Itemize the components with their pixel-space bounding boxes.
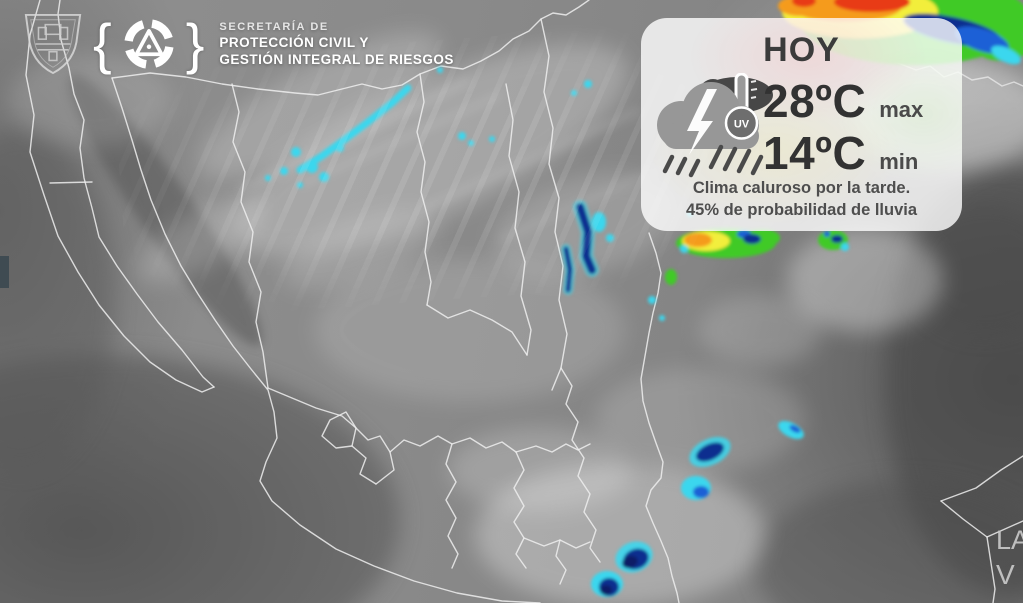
corner-letter-la: LA	[996, 525, 1023, 555]
state-border-line	[57, 0, 215, 388]
state-border-line	[986, 520, 1023, 538]
lightning-bolt-icon	[687, 89, 717, 155]
max-temp-value: 28ºC	[763, 75, 867, 127]
min-temp-row: 14ºC min	[763, 126, 923, 179]
forecast-caption-line2: 45% de probabilidad de lluvia	[685, 201, 918, 220]
uv-badge-label: UV	[734, 119, 750, 131]
min-temp-label: min	[879, 149, 919, 174]
forecast-title: HOY	[763, 31, 840, 69]
cdmx-seal-icon	[24, 13, 82, 75]
state-border-line	[445, 443, 459, 569]
state-border-line	[505, 83, 532, 356]
state-border-line	[940, 500, 988, 538]
state-border-line	[513, 451, 527, 569]
state-border-line	[321, 411, 357, 449]
brand-header: { } SECRETARÍA DE PROTECCIÓN CIVIL Y GES…	[22, 6, 454, 82]
corner-letter-v: V	[996, 559, 1015, 590]
temperature-block: 28ºC max 14ºC min	[763, 74, 924, 179]
state-border-line	[640, 232, 680, 603]
forecast-caption: Clima caluroso por la tarde. 45% de prob…	[641, 178, 962, 222]
sea-shading	[0, 73, 1023, 603]
state-border-line	[25, 0, 215, 393]
brand-line-gestion: GESTIÓN INTEGRAL DE RIESGOS	[219, 52, 454, 67]
max-temp-label: max	[879, 97, 924, 122]
rain-icon	[662, 144, 764, 178]
state-border-line	[355, 427, 391, 453]
max-temp-row: 28ºC max	[763, 74, 924, 127]
state-border-line	[416, 73, 432, 306]
proteccion-civil-logo-icon	[123, 19, 174, 69]
uv-badge-icon: UV	[724, 106, 759, 140]
forecast-card: HOY	[641, 18, 962, 231]
brand-line-proteccion: PROTECCIÓN CIVIL Y	[219, 35, 369, 50]
state-border-line	[555, 539, 567, 585]
min-temp-value: 14ºC	[763, 127, 867, 179]
state-border-line	[940, 455, 1023, 502]
state-border-line	[560, 367, 601, 563]
forecast-caption-line1: Clima caluroso por la tarde.	[692, 179, 911, 198]
state-border-line	[111, 77, 541, 603]
state-borders	[25, 0, 1023, 603]
state-border-line	[375, 435, 517, 485]
brace-right: }	[185, 12, 205, 75]
state-border-line	[540, 18, 568, 391]
state-border-line	[515, 443, 591, 453]
state-border-line	[986, 536, 996, 603]
state-border-line	[49, 181, 93, 184]
brand-text: SECRETARÍA DE PROTECCIÓN CIVIL Y GESTIÓN…	[219, 21, 454, 67]
cloud-shading	[8, 32, 1023, 603]
brace-left: {	[93, 12, 112, 75]
state-border-line	[231, 83, 269, 389]
state-border-line	[426, 304, 528, 356]
brand-line-secretaria: SECRETARÍA DE	[219, 21, 329, 33]
storm-icon: UV	[655, 72, 781, 185]
